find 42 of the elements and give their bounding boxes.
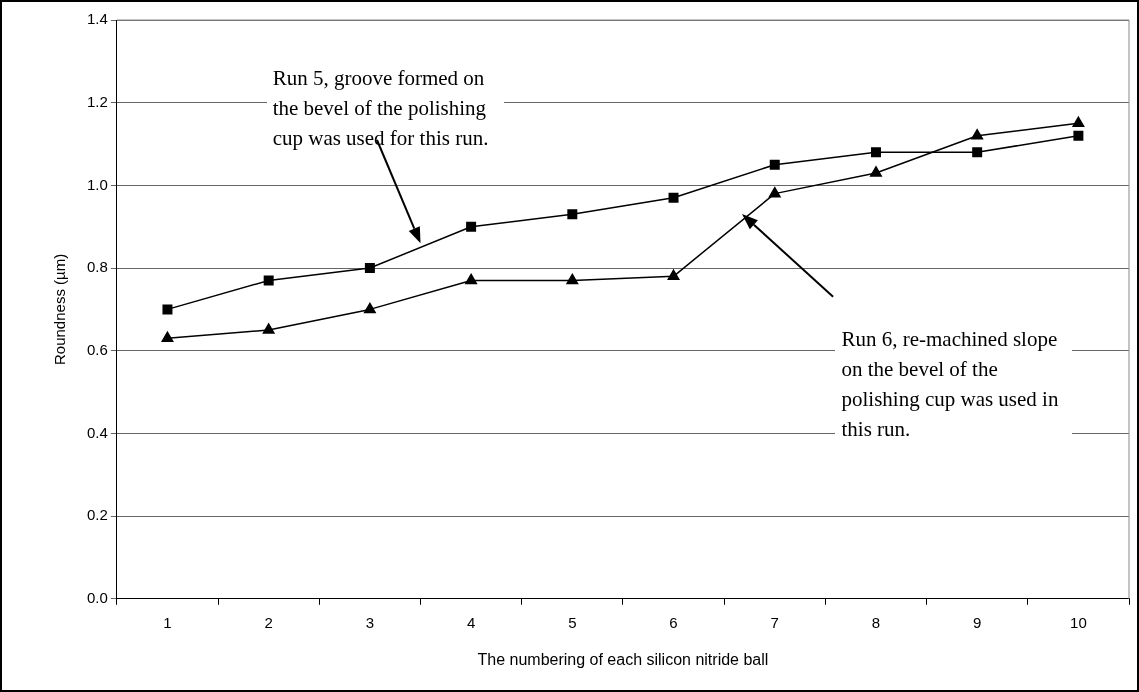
x-tick-label: 1: [163, 613, 172, 631]
y-tick-label: 0.0: [86, 588, 108, 606]
point: [466, 221, 477, 232]
point: [1073, 130, 1084, 141]
x-tick-label: 9: [973, 613, 982, 631]
point: [162, 304, 173, 315]
point: [567, 209, 578, 220]
point: [768, 186, 781, 198]
y-tick-label: 0.4: [86, 423, 108, 441]
y-tick-label: 1.2: [86, 92, 108, 110]
point: [667, 269, 680, 281]
y-tick-label: 0.8: [86, 258, 108, 276]
x-tick-label: 2: [264, 613, 273, 631]
x-tick-label: 6: [669, 613, 678, 631]
point: [668, 192, 679, 203]
point: [972, 147, 983, 158]
x-tick-label: 10: [1070, 613, 1087, 631]
point: [364, 263, 375, 274]
x-tick-label: 4: [466, 613, 476, 631]
point: [363, 302, 376, 314]
x-tick-label: 3: [365, 613, 375, 631]
point: [769, 159, 780, 170]
y-tick-label: 1.0: [86, 175, 108, 193]
point: [263, 275, 274, 286]
y-tick-label: 1.4: [86, 10, 108, 28]
y-axis-title: Roundness (µm): [51, 253, 69, 365]
x-tick-label: 7: [770, 613, 779, 631]
point: [870, 147, 881, 158]
x-tick-label: 5: [568, 613, 577, 631]
annotation: Run 5, groove formed on the bevel of the polishing cup was used for this run.: [266, 61, 504, 156]
point: [971, 129, 984, 140]
y-tick-label: 0.6: [86, 340, 108, 358]
point: [161, 331, 174, 343]
point: [465, 273, 478, 285]
point: [566, 273, 579, 285]
point: [262, 323, 275, 334]
x-axis-title: The numbering of each silicon nitride ball: [477, 650, 769, 668]
point: [1072, 116, 1085, 128]
annotation: Run 6, re-machined slope on the bevel of the polishing cup was used in this run.: [835, 321, 1073, 446]
x-tick-label: 8: [871, 613, 881, 631]
point: [870, 166, 882, 177]
y-tick-label: 0.2: [86, 506, 108, 524]
